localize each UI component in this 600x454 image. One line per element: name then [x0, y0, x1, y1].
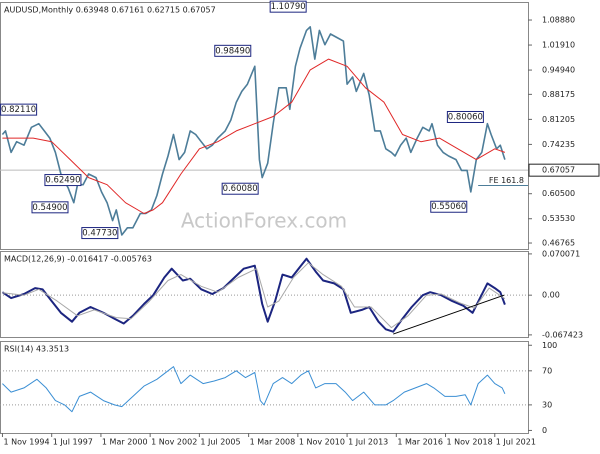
annotation-box	[0, 103, 38, 116]
series-line	[1, 26, 506, 236]
y-tick-label: 100	[542, 341, 557, 350]
x-tick-label: 1 Jul 2021	[496, 438, 536, 447]
annotation-label: 0.82110	[1, 105, 36, 115]
annotation-label: 0.60080	[223, 184, 258, 194]
annotation-label: 0.62490	[45, 176, 80, 186]
y-tick-label: 0.00	[542, 291, 560, 300]
annotation-box	[214, 44, 252, 57]
last-price-label: 0.67057	[542, 166, 575, 175]
x-tick-label: 1 Nov 2018	[447, 438, 493, 447]
series-line	[2, 366, 506, 413]
annotation-box	[430, 200, 468, 213]
y-tick-label: 0.070071	[542, 249, 580, 258]
watermark: ActionForex.com	[181, 209, 347, 233]
panel-title: RSI(14) 43.3513	[4, 345, 69, 354]
y-tick-label: 30	[542, 400, 552, 409]
y-tick-label: 1.01910	[542, 41, 575, 50]
y-tick-label: 0.88175	[542, 90, 575, 99]
x-tick-label: 1 Nov 2002	[151, 438, 197, 447]
x-tick-label: 1 Jul 2013	[348, 438, 388, 447]
annotation-label: 1.10790	[271, 2, 306, 12]
y-tick-label: 1.08880	[542, 16, 575, 25]
panel-frame	[0, 2, 529, 250]
annotation-box	[269, 0, 307, 13]
annotation-box	[31, 201, 69, 214]
x-tick-label: 1 Nov 2010	[299, 438, 345, 447]
y-tick-label: 0.94940	[542, 66, 575, 75]
panel-frame	[0, 341, 529, 434]
y-tick-label: 70	[542, 366, 552, 375]
y-tick-label: 0	[542, 426, 547, 435]
x-tick-label: 1 Mar 2008	[250, 438, 296, 447]
x-tick-label: 1 Mar 2000	[102, 438, 148, 447]
trendline	[393, 294, 505, 335]
panel-title: MACD(12,26,9) -0.016417 -0.005763	[4, 255, 152, 264]
last-price-box	[528, 163, 600, 177]
y-tick-label: -0.067423	[542, 330, 583, 339]
y-tick-label: 0.60500	[542, 189, 575, 198]
y-tick-label: 0.53530	[542, 214, 575, 223]
x-tick-label: 1 Jul 2005	[200, 438, 240, 447]
x-tick-label: 1 Nov 1994	[3, 438, 49, 447]
x-tick-label: 1 Mar 2016	[397, 438, 443, 447]
annotation-label: 0.80060	[448, 112, 483, 122]
series-line	[2, 58, 506, 214]
fe-label: FE 161.8	[489, 176, 524, 185]
y-tick-label: 0.81205	[542, 115, 575, 124]
annotation-box	[81, 227, 119, 240]
panel-title: AUDUSD,Monthly 0.63948 0.67161 0.62715 0…	[4, 6, 216, 15]
panel-frame	[0, 251, 529, 338]
x-tick-label: 1 Jul 1997	[53, 438, 93, 447]
annotation-box	[446, 110, 484, 123]
annotation-label: 0.47730	[82, 229, 117, 239]
y-tick-label: 0.46765	[542, 239, 575, 248]
annotation-label: 0.98490	[215, 46, 250, 56]
annotation-box	[221, 182, 259, 195]
annotation-label: 0.54900	[32, 203, 67, 213]
annotation-label: 0.55060	[431, 202, 466, 212]
series-line	[2, 262, 506, 329]
annotation-box	[44, 174, 82, 187]
series-line	[1, 257, 506, 333]
y-tick-label: 0.74235	[542, 140, 575, 149]
